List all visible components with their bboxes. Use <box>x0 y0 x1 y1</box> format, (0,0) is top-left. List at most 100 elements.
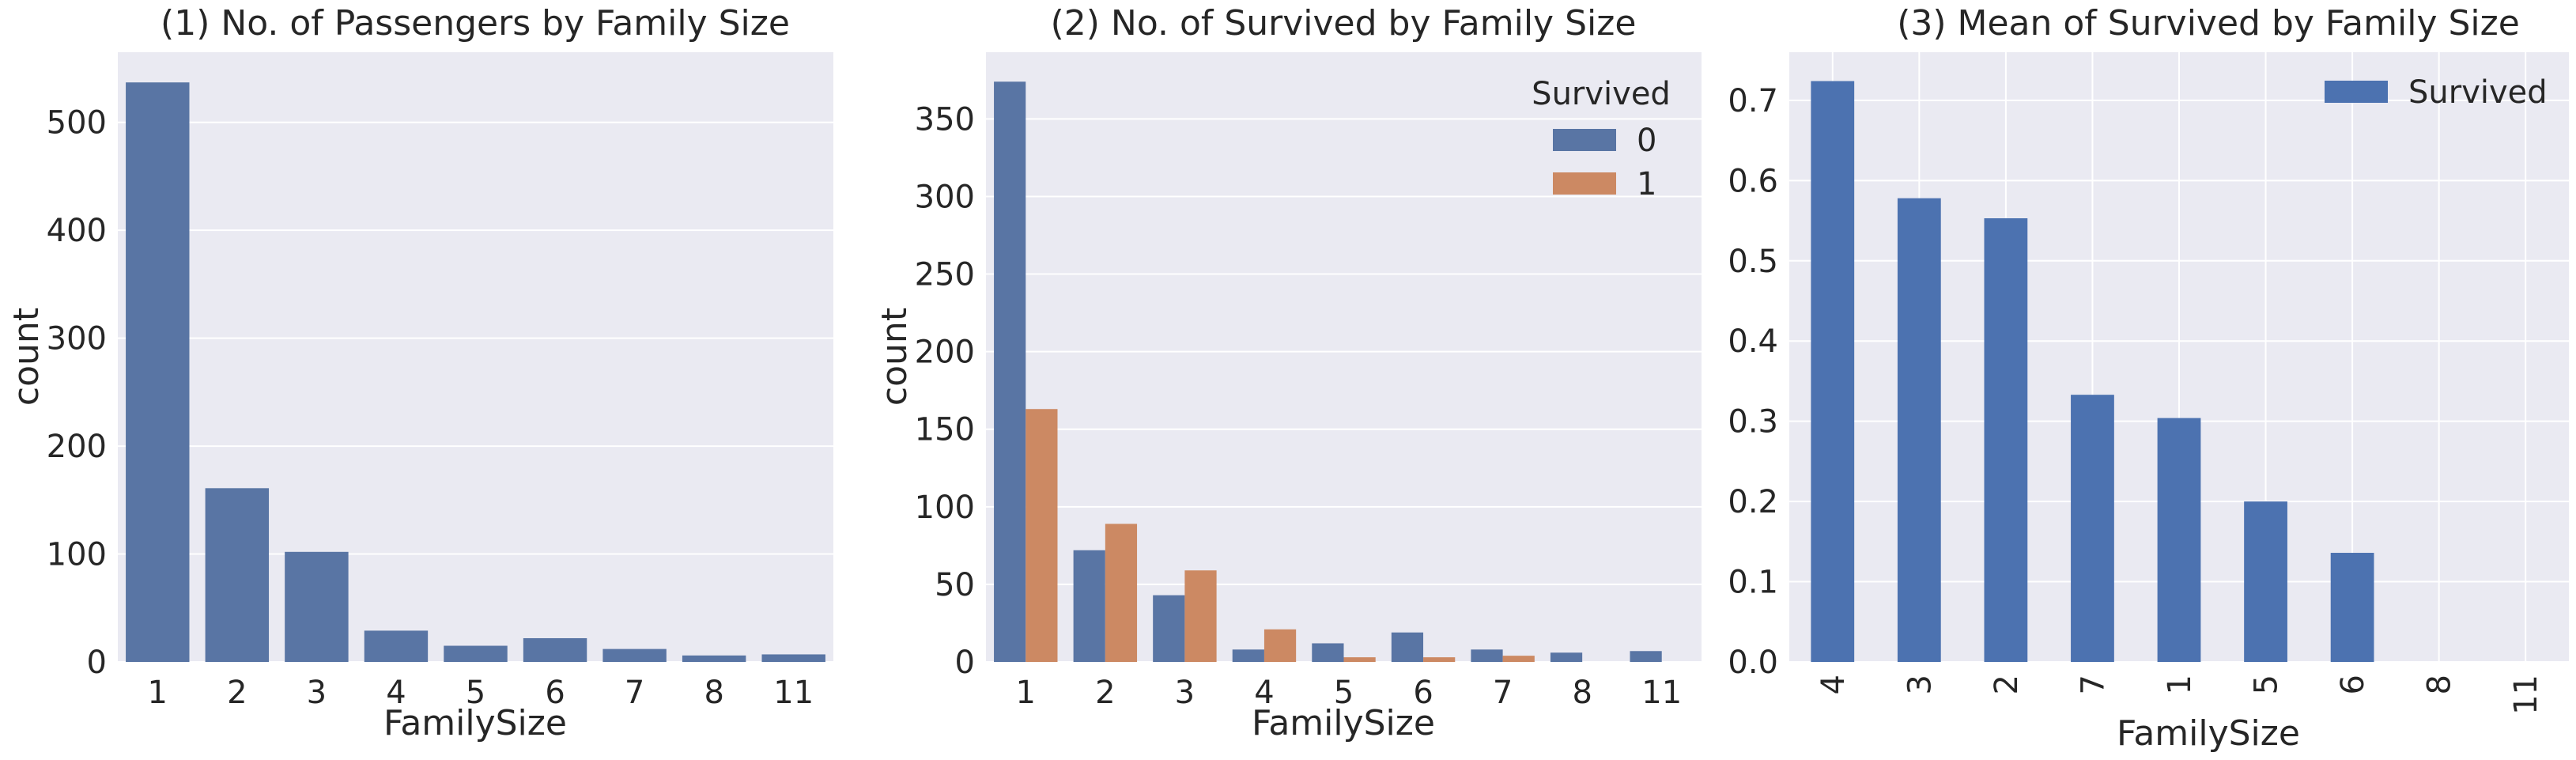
y-tick-label: 100 <box>915 490 975 526</box>
bar-11 <box>761 654 825 662</box>
bar-5-series-0 <box>1312 643 1344 662</box>
legend-label-0: Survived <box>2408 74 2548 111</box>
bar-11-series-0 <box>1630 651 1662 662</box>
x-tick-label: 6 <box>1413 675 1433 711</box>
x-tick-label: 4 <box>1815 675 1852 694</box>
x-tick-label: 2 <box>1095 675 1115 711</box>
y-tick-label: 0.6 <box>1728 163 1778 199</box>
bar-1-series-1 <box>1025 409 1058 662</box>
x-tick-label: 2 <box>227 675 247 711</box>
y-tick-label: 0.0 <box>1728 645 1778 681</box>
legend: Survived <box>2325 74 2548 111</box>
bar-4-series-0 <box>1232 649 1264 662</box>
x-tick-label: 1 <box>1016 675 1036 711</box>
x-tick-label: 7 <box>1493 675 1513 711</box>
y-tick-label: 300 <box>47 321 107 357</box>
bar-8-series-0 <box>1550 652 1583 662</box>
bars <box>1811 81 2374 662</box>
x-tick-label: 3 <box>1175 675 1195 711</box>
y-tick-labels: 0.0 0.1 0.2 0.3 0.4 0.5 0.6 0.7 <box>1728 83 1778 681</box>
y-tick-label: 100 <box>47 537 107 573</box>
x-tick-label: 4 <box>386 675 406 711</box>
bar-5 <box>2244 501 2287 662</box>
legend-label-0: 0 <box>1637 123 1656 159</box>
x-tick-labels: 1 2 3 4 5 6 7 8 11 <box>148 675 814 711</box>
chart-title: (1) No. of Passengers by Family Size <box>161 3 790 43</box>
x-tick-label: 1 <box>2162 675 2198 694</box>
bar-2-series-0 <box>1073 550 1105 662</box>
y-tick-label: 0.3 <box>1728 404 1778 440</box>
chart-family-size-passengers: 0 100 200 300 400 500 1 2 3 4 5 6 7 8 11 (1) No. of P… <box>6 3 833 743</box>
bar-3-series-0 <box>1153 595 1185 662</box>
y-tick-label: 0 <box>955 645 975 681</box>
x-tick-labels: 4 3 2 7 1 5 6 8 11 <box>1815 675 2544 715</box>
y-tick-label: 150 <box>915 412 975 448</box>
x-tick-label: 3 <box>1902 675 1938 694</box>
x-tick-label: 7 <box>625 675 644 711</box>
y-tick-labels: 0 50 100 150 200 250 300 350 <box>915 101 975 681</box>
y-tick-label: 0.4 <box>1728 323 1778 360</box>
y-tick-label: 350 <box>915 101 975 138</box>
x-tick-label: 1 <box>148 675 168 711</box>
legend-title: Survived <box>1532 76 1671 112</box>
bar-8 <box>682 655 746 662</box>
bar-7-series-0 <box>1471 649 1503 662</box>
bar-2 <box>1984 218 2028 662</box>
y-tick-label: 50 <box>935 567 975 603</box>
legend-label-1: 1 <box>1637 166 1656 202</box>
y-tick-label: 0 <box>87 645 107 681</box>
y-axis-label: count <box>874 308 915 406</box>
y-tick-label: 0.2 <box>1728 484 1778 520</box>
x-tick-label: 11 <box>1641 675 1682 711</box>
chart-family-size-survival-mean: 0.0 0.1 0.2 0.3 0.4 0.5 0.6 0.7 4 3 2 7 1 5 6 8 11 (3) … <box>1728 3 2569 754</box>
bar-4 <box>364 630 429 662</box>
bar-5 <box>444 645 508 662</box>
bar-2 <box>205 488 270 662</box>
bar-1 <box>2157 418 2201 662</box>
x-tick-labels: 1 2 3 4 5 6 7 8 11 <box>1016 675 1683 711</box>
x-axis-label: FamilySize <box>2117 713 2300 754</box>
x-tick-label: 8 <box>704 675 723 711</box>
bar-5-series-1 <box>1343 657 1376 662</box>
bar-7 <box>2071 395 2114 662</box>
y-tick-label: 500 <box>47 105 107 142</box>
bars <box>126 82 825 662</box>
x-tick-label: 7 <box>2075 675 2111 694</box>
x-tick-label: 4 <box>1254 675 1274 711</box>
x-tick-label: 6 <box>2335 675 2371 694</box>
x-tick-label: 6 <box>545 675 565 711</box>
x-tick-label: 5 <box>2249 675 2285 694</box>
y-tick-label: 0.7 <box>1728 83 1778 119</box>
bar-4 <box>1811 81 1855 662</box>
x-axis-label: FamilySize <box>383 703 567 743</box>
legend-swatch-1 <box>1553 172 1616 195</box>
x-tick-label: 2 <box>1989 675 2025 694</box>
bars <box>994 81 1662 662</box>
chart-family-size-survived-counts: 0 50 100 150 200 250 300 350 1 2 3 4 5 6 7 8 11 (2) No.… <box>874 3 1702 743</box>
bar-1-series-0 <box>994 81 1026 662</box>
y-tick-labels: 0 100 200 300 400 500 <box>47 105 107 681</box>
bar-6 <box>2330 553 2374 662</box>
x-tick-label: 3 <box>307 675 327 711</box>
bar-3-series-1 <box>1184 570 1217 662</box>
legend-swatch-0 <box>1553 129 1616 151</box>
x-axis-label: FamilySize <box>1252 703 1435 743</box>
bar-3 <box>1897 198 1941 662</box>
y-tick-label: 200 <box>47 429 107 465</box>
chart-title: (3) Mean of Survived by Family Size <box>1897 3 2520 43</box>
legend-swatch-0 <box>2325 81 2388 103</box>
x-tick-label: 11 <box>2508 675 2544 715</box>
y-tick-label: 400 <box>47 213 107 249</box>
x-tick-label: 5 <box>466 675 485 711</box>
bar-1 <box>126 82 190 662</box>
y-tick-label: 300 <box>915 179 975 215</box>
x-tick-label: 8 <box>2422 675 2458 694</box>
legend: Survived 0 1 <box>1532 76 1671 202</box>
bar-6 <box>523 637 587 662</box>
x-tick-label: 5 <box>1334 675 1354 711</box>
bar-6-series-1 <box>1423 657 1456 662</box>
bar-2-series-1 <box>1105 524 1138 662</box>
bar-7 <box>602 648 667 662</box>
y-tick-label: 0.1 <box>1728 565 1778 601</box>
